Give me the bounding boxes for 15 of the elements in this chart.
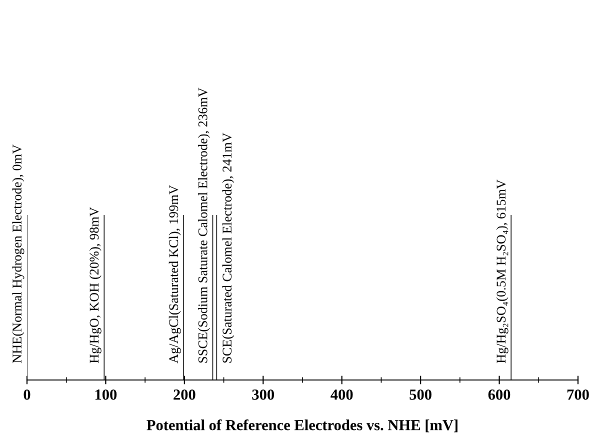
annotation: SSCE(Sodium Saturate Calomel Electrode), 236mV [198, 88, 210, 363]
x-tick-label: 700 [567, 389, 589, 400]
annotation: Hg/Hg₂SO₄(0.5M H₂SO₄), 615mV [496, 180, 508, 364]
x-tick-label: 100 [95, 389, 117, 400]
text: NHE(Normal Hydrogen Electrode), 0mV [12, 144, 24, 364]
x-tick-label: 200 [174, 389, 196, 400]
x-tick-label: 600 [488, 389, 510, 400]
annotation: SCE(Saturated Calomel Electrode), 241mV [222, 132, 234, 363]
x-tick-label: 400 [330, 389, 353, 400]
annotation: Ag/AgCl(Saturated KCl), 199mV [168, 185, 181, 364]
x-tick-label: 500 [410, 389, 432, 400]
x-tick-label: 300 [252, 389, 274, 400]
x-tick-label: 0 [24, 389, 30, 400]
x-axis-title: Potential of Reference Electrodes vs. NHE [mV] [146, 419, 458, 432]
annotation: Hg/HgO, KOH (20%), 98mV [89, 207, 102, 364]
